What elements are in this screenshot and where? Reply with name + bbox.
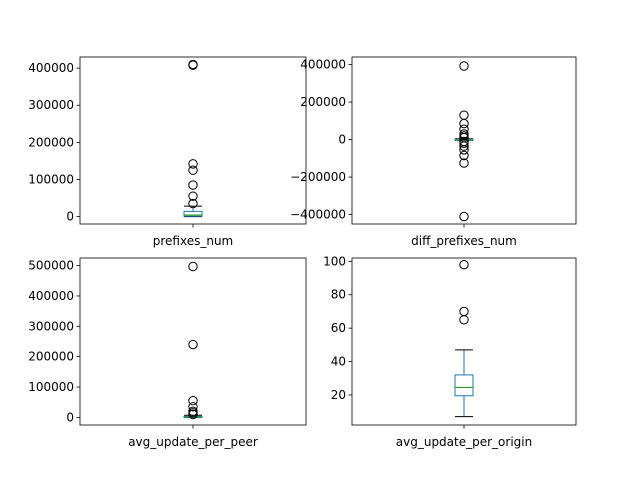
outlier-point <box>188 406 198 417</box>
y-tick-label: −200000 <box>290 170 346 184</box>
outlier-point <box>459 259 469 270</box>
outlier-point <box>188 60 198 70</box>
y-tick-label: 0 <box>66 210 74 224</box>
y-tick-label: 100000 <box>28 172 74 186</box>
outlier-point <box>188 180 198 190</box>
subplot-prefixes-num: 0 100000 200000 300000 400000 prefixes_num <box>28 56 307 248</box>
outlier-point <box>188 165 198 175</box>
outlier-point <box>188 396 198 406</box>
axes-frame <box>79 257 307 426</box>
subplots: 0 100000 200000 300000 400000 prefixes_num −40… <box>28 56 577 449</box>
outlier-point <box>188 261 198 272</box>
y-tick-label: −400000 <box>290 208 346 222</box>
y-tick-label: 0 <box>66 410 74 424</box>
subplot-avg-update-per-peer: 0 100000 200000 300000 400000 500000 avg_updat… <box>28 257 307 449</box>
outlier-point <box>188 339 198 350</box>
y-tick-label: 20 <box>331 388 346 402</box>
y-tick-label: 200000 <box>28 135 74 149</box>
y-tick-label: 200000 <box>28 350 74 364</box>
outlier-point <box>459 118 469 129</box>
outlier-point <box>459 136 469 147</box>
y-tick-label: 400000 <box>28 289 74 303</box>
box-iqr <box>454 374 474 397</box>
outlier-point <box>188 198 198 209</box>
y-tick-label: 300000 <box>28 98 74 112</box>
y-tick-label: 60 <box>331 321 346 335</box>
y-tick-label: 100000 <box>28 380 74 394</box>
y-tick-label: 300000 <box>28 319 74 333</box>
y-tick-label: 0 <box>338 133 346 147</box>
subplot-diff-prefixes-num: −400000 −200000 0 200000 400000 diff_prefixes… <box>290 56 577 248</box>
y-tick-label: 400000 <box>28 61 74 75</box>
y-tick-label: 500000 <box>28 259 74 273</box>
outlier-point <box>459 110 469 120</box>
subplot-avg-update-per-origin: 20 40 60 80 100 avg_update_per_origin <box>323 254 577 449</box>
outlier-point <box>459 158 469 168</box>
box-iqr <box>183 210 203 217</box>
x-tick-label: diff_prefixes_num <box>411 234 517 248</box>
outlier-point <box>459 129 469 139</box>
outlier-point <box>188 191 198 201</box>
outlier-point <box>459 211 469 222</box>
y-tick-label: 100 <box>323 254 346 268</box>
outlier-point <box>459 150 469 161</box>
y-tick-label: 200000 <box>300 95 346 109</box>
y-tick-label: 400000 <box>300 58 346 72</box>
outlier-point <box>459 315 469 325</box>
outlier-point <box>459 124 469 134</box>
outlier-point <box>188 402 198 412</box>
x-tick-label: prefixes_num <box>153 234 234 248</box>
outlier-point <box>459 306 469 317</box>
x-tick-label: avg_update_per_peer <box>128 435 258 449</box>
outlier-point <box>459 61 469 71</box>
y-tick-label: 80 <box>331 288 346 302</box>
outlier-point <box>188 159 198 169</box>
outlier-point <box>188 59 198 70</box>
y-tick-label: 40 <box>331 355 346 369</box>
x-tick-label: avg_update_per_origin <box>396 435 532 449</box>
